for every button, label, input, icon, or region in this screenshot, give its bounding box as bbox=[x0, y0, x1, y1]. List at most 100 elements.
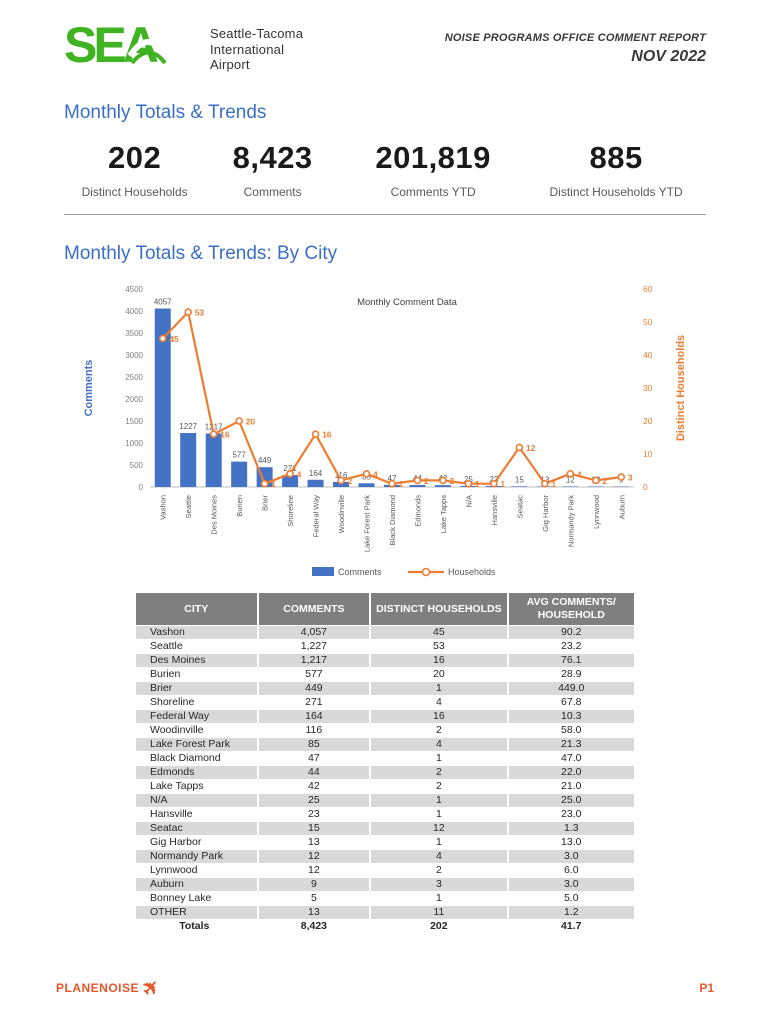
left-axis-tick: 0 bbox=[139, 483, 144, 492]
left-axis-tick: 3000 bbox=[125, 351, 143, 360]
line-marker bbox=[235, 417, 243, 425]
city-cell: Lake Tapps bbox=[150, 780, 204, 793]
table-row: Bonney Lake 5 1 5.0 bbox=[136, 892, 634, 905]
table-row: Shoreline 271 4 67.8 bbox=[136, 696, 634, 709]
table-row: Woodinville 116 2 58.0 bbox=[136, 724, 634, 737]
right-axis-tick: 40 bbox=[643, 350, 653, 360]
left-axis-tick: 3500 bbox=[125, 329, 143, 338]
value-cell: 4 bbox=[435, 696, 442, 709]
left-axis-tick: 500 bbox=[130, 461, 144, 470]
kpi-value: 885 bbox=[589, 140, 643, 175]
bar-data-label: 4057 bbox=[154, 297, 172, 306]
report-header: SEA Seattle-Tacoma International Airport… bbox=[64, 18, 706, 74]
value-cell: 6.0 bbox=[563, 864, 579, 877]
x-category-label: Vashon bbox=[159, 495, 168, 520]
x-category-label: Des Moines bbox=[210, 495, 219, 535]
value-cell: 23.0 bbox=[561, 808, 582, 821]
left-axis-tick: 1500 bbox=[125, 417, 143, 426]
value-cell: 271 bbox=[305, 696, 323, 709]
x-category-label: Seattle bbox=[184, 495, 193, 518]
report-period: NOV 2022 bbox=[631, 48, 706, 65]
chart-bar bbox=[562, 486, 579, 487]
value-cell: 1 bbox=[435, 808, 442, 821]
sea-logo-text: SEA bbox=[64, 18, 158, 73]
city-cell: Edmonds bbox=[136, 766, 257, 780]
line-data-label: 4 bbox=[373, 469, 378, 479]
table-row: Brier 449 1 449.0 bbox=[136, 682, 634, 696]
line-data-label: 1 bbox=[475, 479, 480, 489]
value-cell: 25 bbox=[258, 794, 370, 808]
city-cell: Hansville bbox=[150, 808, 193, 821]
logo-line: Seattle-Tacoma bbox=[210, 26, 304, 41]
line-data-label: 1 bbox=[500, 479, 505, 489]
line-data-label: 4 bbox=[577, 469, 582, 479]
value-cell: 10.3 bbox=[508, 710, 634, 724]
kpi-divider bbox=[64, 214, 706, 215]
right-axis-tick: 10 bbox=[643, 449, 653, 459]
chart-bar bbox=[154, 308, 171, 487]
table-row: Gig Harbor 13 1 13.0 bbox=[136, 836, 634, 849]
value-cell: 45 bbox=[371, 626, 507, 640]
value-cell: 12 bbox=[308, 864, 320, 877]
city-cell: Black Diamond bbox=[150, 752, 221, 765]
value-cell: 4,057 bbox=[258, 626, 370, 640]
value-cell: 85 bbox=[258, 738, 370, 752]
line-marker bbox=[464, 479, 473, 488]
chart-bar bbox=[434, 485, 451, 487]
line-data-label: 12 bbox=[526, 443, 536, 453]
value-cell: 3.0 bbox=[508, 850, 634, 864]
value-cell: 4 bbox=[371, 738, 507, 752]
line-marker bbox=[490, 479, 498, 488]
value-cell: 76.1 bbox=[508, 654, 634, 668]
value-cell: 1,227 bbox=[300, 640, 328, 653]
kpi-row: 202 Distinct Households 8,423 Comments 2… bbox=[64, 140, 706, 199]
chart-bar bbox=[358, 483, 375, 487]
bar-data-label: 47 bbox=[388, 474, 397, 483]
x-category-label: Shoreline bbox=[286, 495, 295, 527]
value-cell: 1 bbox=[371, 682, 507, 696]
bar-data-label: 577 bbox=[232, 451, 246, 460]
value-cell: 20 bbox=[433, 668, 445, 681]
line-data-label: 2 bbox=[602, 476, 607, 486]
legend-households-marker bbox=[421, 567, 431, 577]
sea-logo-mark: SEA bbox=[64, 18, 169, 73]
line-marker bbox=[591, 476, 600, 485]
city-cell: Des Moines bbox=[136, 654, 257, 668]
table-row: Seattle 1,227 53 23.2 bbox=[136, 640, 634, 653]
value-cell: 1 bbox=[435, 836, 442, 849]
report-title: NOISE PROGRAMS OFFICE COMMENT REPORT bbox=[444, 32, 706, 44]
kpi-value: 201,819 bbox=[375, 140, 491, 175]
value-cell: 5 bbox=[310, 892, 317, 905]
planenoise-brand: PLANENOISE ✈ bbox=[56, 974, 166, 1002]
logo-line: Airport bbox=[210, 57, 250, 73]
city-cell: Auburn bbox=[136, 878, 257, 892]
x-category-label: Lake Forest Park bbox=[363, 495, 372, 552]
line-marker bbox=[388, 479, 396, 488]
x-category-label: Seatac bbox=[515, 495, 524, 519]
line-marker bbox=[617, 473, 626, 481]
city-cell: Seatac bbox=[136, 822, 257, 836]
right-axis-tick: 60 bbox=[643, 284, 653, 294]
table-row: Federal Way 164 16 10.3 bbox=[136, 710, 634, 724]
right-axis-title: Distinct Households bbox=[675, 335, 687, 441]
city-cell: Vashon bbox=[136, 626, 257, 640]
col-header-distinct-households: DISTINCT HOUSEHOLDS bbox=[371, 593, 507, 626]
chart-title: Monthly Comment Data bbox=[357, 297, 458, 308]
city-cell: Totals bbox=[136, 920, 257, 934]
kpi-label: Comments YTD bbox=[390, 185, 476, 199]
table-row: N/A 25 1 25.0 bbox=[136, 794, 634, 808]
monthly-comment-chart: 0 500 1000 1500 2000 2500 3000 3500 4000 4500 0 10 2… bbox=[78, 275, 706, 588]
value-cell: 2 bbox=[435, 780, 442, 793]
value-cell: 577 bbox=[305, 668, 323, 681]
value-cell: 8,423 bbox=[258, 920, 370, 934]
line-marker bbox=[184, 308, 193, 316]
city-cell: Brier bbox=[136, 682, 257, 696]
value-cell: 21.0 bbox=[561, 780, 582, 793]
value-cell: 2 bbox=[435, 864, 442, 877]
legend-comments-label: Comments bbox=[338, 567, 382, 577]
line-data-label: 16 bbox=[220, 430, 230, 440]
line-marker bbox=[337, 476, 345, 485]
value-cell: 23 bbox=[308, 808, 320, 821]
left-axis-tick: 2500 bbox=[125, 373, 143, 382]
